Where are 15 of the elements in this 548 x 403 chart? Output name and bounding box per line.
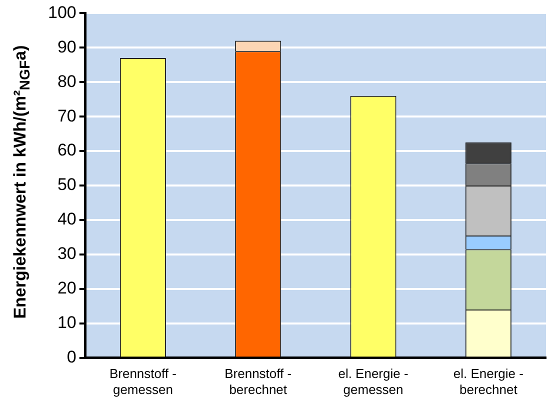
y-tick-label: 40 — [57, 210, 76, 229]
y-tick-label: 10 — [57, 313, 76, 332]
x-tick-label: el. Energie - berechnet — [453, 366, 524, 397]
y-tick-label: 30 — [57, 244, 76, 264]
y-tick-label: 20 — [57, 278, 76, 298]
y-tick-label: 90 — [57, 37, 76, 56]
x-tick-label: Brennstoff - gemessen — [109, 366, 176, 397]
y-tick-label: 80 — [57, 72, 76, 91]
y-tick-label: 50 — [57, 175, 76, 194]
y-tick-label: 0 — [66, 347, 76, 366]
x-tick-label: el. Energie - gemessen — [338, 366, 408, 397]
y-tick-label: 70 — [57, 106, 76, 126]
y-tick-label: 60 — [57, 140, 76, 160]
y-tick-label: 100 — [48, 2, 76, 22]
x-tick-label: Brennstoff - berechnet — [224, 366, 292, 397]
